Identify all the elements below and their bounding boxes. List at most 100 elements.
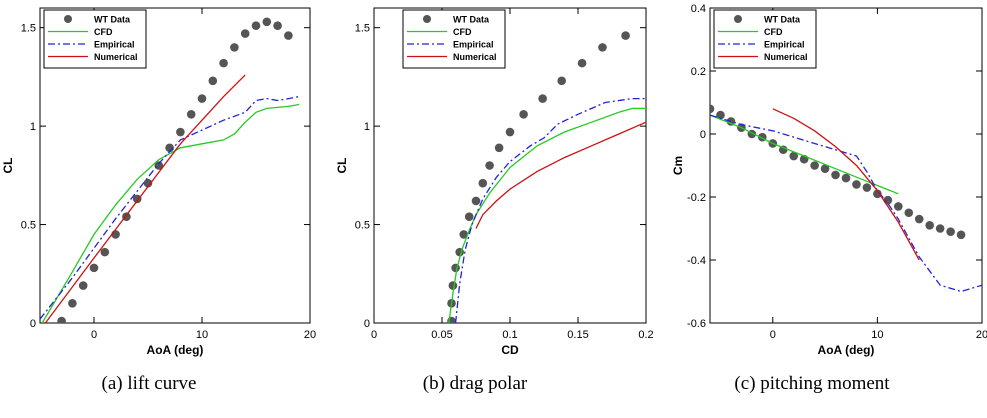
y-tick-label: 1 [30,121,36,133]
wt-data-point [230,43,239,52]
y-tick-label: -0.4 [687,255,706,267]
legend-marker [64,15,72,23]
wt-data-point [946,227,955,236]
wt-data-point [478,178,488,188]
legend-label: WT Data [764,15,801,25]
x-tick-label: 10 [196,329,208,341]
y-axis-label: CL [335,158,349,174]
wt-data-point [873,189,882,199]
y-tick-label: 0.2 [691,66,706,78]
wt-data-point [251,21,261,31]
y-tick-label: 1.5 [21,23,36,35]
wt-data-point [57,316,66,323]
wt-data-point [451,263,460,273]
legend-marker [423,15,431,23]
series-group [447,31,646,323]
wt-data-point [100,247,110,257]
wt-data-point [621,31,630,40]
caption-pitching-moment: (c) pitching moment [734,373,890,394]
legend-label: CFD [453,27,472,37]
wt-data-point [789,151,798,161]
series-group [40,17,300,323]
wt-data-point [820,164,830,173]
wt-data-point [176,127,185,137]
x-tick-label: 0.1 [502,329,517,341]
y-tick-label: -0.6 [687,318,706,330]
caption-drag-polar: (b) drag polar [422,373,528,394]
legend-box [402,9,506,69]
wt-data-point [925,221,934,230]
x-tick-label: 0.15 [567,329,588,341]
wt-data-point [262,17,272,27]
y-tick-label: 0.4 [691,3,706,15]
x-tick-label: 10 [871,329,883,341]
y-axis-label: CL [1,158,15,174]
wt-data-point [284,31,293,40]
legend-marker [734,15,742,23]
legend-box [43,9,147,69]
wt-data-point [710,104,715,114]
legend: WT Data CFD Empirical Numerical [402,9,506,69]
wt-data-point [831,170,840,180]
cfd-line [448,107,646,323]
wt-data-point [956,230,966,240]
wt-data-point [557,76,566,86]
wt-data-point [914,214,924,224]
legend-label: Empirical [453,40,494,50]
wt-data-point [273,21,282,31]
cfd-line [710,114,899,195]
wt-data-point [778,145,788,155]
wt-data-point [208,76,218,86]
wt-data-point [459,230,469,239]
wt-data-point [68,299,77,308]
legend-label: Numerical [453,52,497,62]
wt-data-point [519,110,528,119]
wt-data-point [448,281,458,290]
y-tick-label: 0 [30,318,36,330]
x-tick-label: 0 [371,329,377,341]
legend-label: Empirical [94,40,135,50]
legend-label: Numerical [94,52,138,62]
wt-data-point [154,161,164,170]
plot-frame [709,7,983,324]
wt-data-point [494,143,504,153]
x-axis-label: AoA (deg) [147,343,204,357]
wt-data-point [132,194,142,204]
y-tick-label: 0 [700,129,706,141]
x-tick-label: 0 [91,329,97,341]
wt-data-point [143,178,153,188]
wt-data-point [904,208,914,218]
y-tick-label: 0.5 [355,220,370,232]
x-tick-label: 0.2 [638,329,653,341]
x-axis-label: CD [501,343,519,357]
x-tick-label: 20 [304,329,316,341]
wt-data-point [883,195,893,205]
wt-data-point [538,94,547,103]
y-tick-label: 1.5 [355,23,370,35]
wt-data-point [471,196,481,206]
plot-frame [39,7,311,324]
chart-panel-1: 0 10 20 0 0.5 1 1.5 AoA (deg) CL WT Data CFD Empiri… [1,7,316,357]
wt-data-point [716,110,725,120]
empirical-line [454,97,646,323]
numerical-line [772,108,920,261]
wt-data-point [240,29,250,38]
wt-data-point [197,94,207,103]
numerical-line [475,121,646,229]
x-axis-label: AoA (deg) [818,343,875,357]
wt-data-point [935,224,945,233]
caption-lift-curve: (a) lift curve [101,373,197,394]
wt-data-point [186,110,196,119]
empirical-line [40,95,300,320]
wt-data-point [485,161,494,170]
legend: WT Data CFD Empirical Numerical [713,9,817,69]
legend: WT Data CFD Empirical Numerical [43,9,147,69]
wt-data-point [598,43,607,52]
cfd-line [41,103,300,323]
legend-box [713,9,817,69]
wt-data-point [464,212,474,221]
y-tick-label: 1 [364,121,370,133]
wt-data-point [852,180,861,189]
numerical-line [44,74,246,323]
